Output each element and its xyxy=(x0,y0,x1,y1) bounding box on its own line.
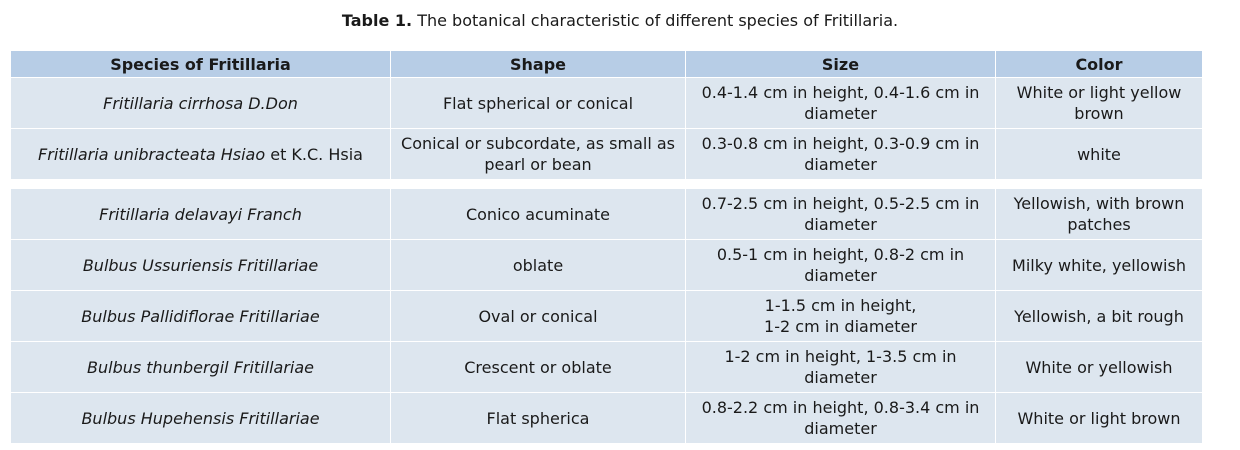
table-row: Fritillaria cirrhosa D.Don Flat spherica… xyxy=(10,77,1203,129)
table-row: Fritillaria delavayi Franch Conico acumi… xyxy=(10,188,1203,240)
species-cell: Fritillaria cirrhosa D.Don xyxy=(10,77,391,129)
header-row: Species of Fritillaria Shape Size Color xyxy=(10,50,1203,78)
size-cell: 0.3-0.8 cm in height, 0.3-0.9 cm in diam… xyxy=(685,128,996,180)
species-cell: Bulbus Ussuriensis Fritillariae xyxy=(10,239,391,291)
size-cell: 0.5-1 cm in height, 0.8-2 cm in diameter xyxy=(685,239,996,291)
shape-cell: Oval or conical xyxy=(390,290,686,342)
shape-cell: Conico acuminate xyxy=(390,188,686,240)
shape-cell: Crescent or oblate xyxy=(390,341,686,393)
size-cell: 0.4-1.4 cm in height, 0.4-1.6 cm in diam… xyxy=(685,77,996,129)
table-caption-label: Table 1. xyxy=(341,11,413,30)
species-author: et K.C. Hsia xyxy=(265,144,363,164)
species-cell: Fritillaria unibracteata Hsiao et K.C. H… xyxy=(10,128,391,180)
shape-cell: Conical or subcordate, as small as pearl… xyxy=(390,128,686,180)
header-species: Species of Fritillaria xyxy=(10,50,391,78)
color-cell: Yellowish, with brown patches xyxy=(995,188,1203,240)
color-cell: Milky white, yellowish xyxy=(995,239,1203,291)
table-caption-text: The botanical characteristic of differen… xyxy=(412,11,899,30)
species-name: Fritillaria cirrhosa D.Don xyxy=(103,93,298,113)
table-row: Bulbus Ussuriensis Fritillariae oblate 0… xyxy=(10,239,1203,291)
color-cell: Yellowish, a bit rough xyxy=(995,290,1203,342)
size-cell: 0.8-2.2 cm in height, 0.8-3.4 cm in diam… xyxy=(685,392,996,444)
species-cell: Bulbus Pallidiflorae Fritillariae xyxy=(10,290,391,342)
size-line: 1-1.5 cm in height, xyxy=(764,296,917,315)
size-cell: 1-2 cm in height, 1-3.5 cm in diameter xyxy=(685,341,996,393)
color-cell: White or light brown xyxy=(995,392,1203,444)
shape-cell: oblate xyxy=(390,239,686,291)
header-size: Size xyxy=(685,50,996,78)
size-cell: 1-1.5 cm in height, 1-2 cm in diameter xyxy=(685,290,996,342)
size-cell: 0.7-2.5 cm in height, 0.5-2.5 cm in diam… xyxy=(685,188,996,240)
species-cell: Bulbus Hupehensis Fritillariae xyxy=(10,392,391,444)
characteristics-table-bottom: Fritillaria delavayi Franch Conico acumi… xyxy=(10,188,1203,444)
table-row: Fritillaria unibracteata Hsiao et K.C. H… xyxy=(10,128,1203,180)
color-cell: white xyxy=(995,128,1203,180)
size-line: 1-2 cm in diameter xyxy=(764,317,917,336)
table-row: Bulbus thunbergil Fritillariae Crescent … xyxy=(10,341,1203,393)
species-cell: Fritillaria delavayi Franch xyxy=(10,188,391,240)
header-color: Color xyxy=(995,50,1203,78)
header-shape: Shape xyxy=(390,50,686,78)
table-caption: Table 1. The botanical characteristic of… xyxy=(0,10,1240,32)
shape-cell: Flat spherica xyxy=(390,392,686,444)
color-cell: White or light yellow brown xyxy=(995,77,1203,129)
color-cell: White or yellowish xyxy=(995,341,1203,393)
species-cell: Bulbus thunbergil Fritillariae xyxy=(10,341,391,393)
table-row: Bulbus Pallidiflorae Fritillariae Oval o… xyxy=(10,290,1203,342)
species-name: Fritillaria unibracteata Hsiao xyxy=(38,144,266,164)
shape-cell: Flat spherical or conical xyxy=(390,77,686,129)
characteristics-table-top: Species of Fritillaria Shape Size Color … xyxy=(10,50,1203,180)
table-row: Bulbus Hupehensis Fritillariae Flat sphe… xyxy=(10,392,1203,444)
